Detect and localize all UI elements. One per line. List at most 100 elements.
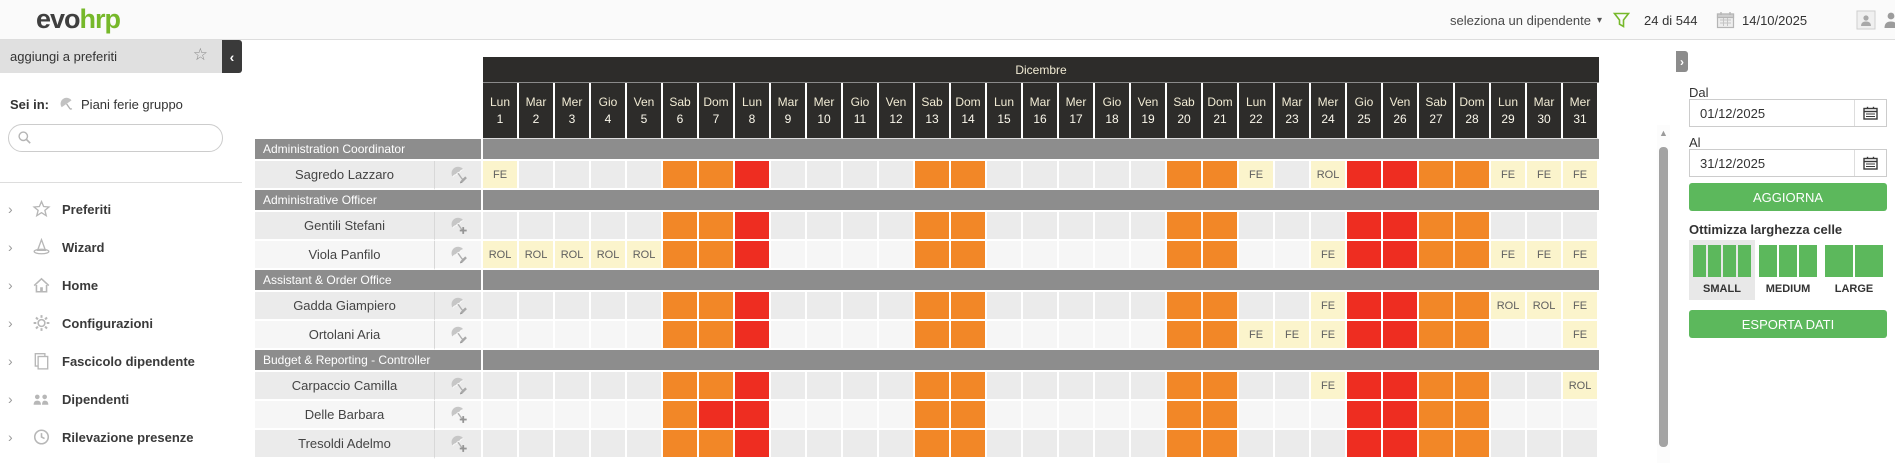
day-cell[interactable] <box>1203 161 1239 190</box>
day-cell[interactable] <box>771 292 807 321</box>
day-cell[interactable]: FE <box>1239 161 1275 190</box>
day-cell[interactable] <box>1383 430 1419 459</box>
day-cell[interactable] <box>1023 292 1059 321</box>
day-cell[interactable] <box>1455 212 1491 241</box>
day-cell[interactable] <box>1239 430 1275 459</box>
day-cell[interactable] <box>987 372 1023 401</box>
day-cell[interactable] <box>519 430 555 459</box>
day-cell[interactable] <box>807 212 843 241</box>
day-cell[interactable]: ROL <box>519 241 555 270</box>
day-cell[interactable] <box>663 401 699 430</box>
day-cell[interactable] <box>627 212 663 241</box>
day-cell[interactable] <box>1275 292 1311 321</box>
day-cell[interactable] <box>1275 161 1311 190</box>
day-cell[interactable] <box>1023 372 1059 401</box>
day-cell[interactable] <box>1275 401 1311 430</box>
day-cell[interactable] <box>555 161 591 190</box>
day-cell[interactable] <box>1095 161 1131 190</box>
day-cell[interactable] <box>1347 321 1383 350</box>
day-cell[interactable] <box>843 161 879 190</box>
sidebar-item-home[interactable]: › Home <box>0 266 242 304</box>
day-cell[interactable] <box>843 430 879 459</box>
day-cell[interactable] <box>1419 321 1455 350</box>
day-cell[interactable] <box>807 430 843 459</box>
day-cell[interactable] <box>1023 321 1059 350</box>
day-cell[interactable] <box>1527 401 1563 430</box>
day-cell[interactable] <box>1275 212 1311 241</box>
day-cell[interactable] <box>483 321 519 350</box>
day-cell[interactable] <box>987 430 1023 459</box>
day-cell[interactable] <box>807 372 843 401</box>
day-cell[interactable] <box>807 321 843 350</box>
star-outline-icon[interactable]: ☆ <box>192 45 208 64</box>
day-cell[interactable] <box>987 292 1023 321</box>
day-cell[interactable]: FE <box>1275 321 1311 350</box>
day-cell[interactable] <box>1347 212 1383 241</box>
day-cell[interactable]: ROL <box>1491 292 1527 321</box>
umbrella-edit-icon[interactable] <box>435 241 483 270</box>
day-cell[interactable] <box>1095 241 1131 270</box>
cell-width-option-small[interactable]: SMALL <box>1689 240 1755 300</box>
day-cell[interactable] <box>1419 430 1455 459</box>
day-cell[interactable] <box>663 321 699 350</box>
calendar-icon[interactable] <box>1716 0 1735 40</box>
day-cell[interactable] <box>951 372 987 401</box>
esporta-dati-button[interactable]: ESPORTA DATI <box>1689 310 1887 338</box>
day-cell[interactable] <box>591 401 627 430</box>
day-cell[interactable] <box>951 241 987 270</box>
day-cell[interactable] <box>1059 321 1095 350</box>
day-cell[interactable] <box>915 241 951 270</box>
day-cell[interactable] <box>663 161 699 190</box>
day-cell[interactable] <box>1419 161 1455 190</box>
day-cell[interactable] <box>1419 372 1455 401</box>
day-cell[interactable] <box>1203 401 1239 430</box>
day-cell[interactable] <box>591 292 627 321</box>
day-cell[interactable] <box>519 161 555 190</box>
day-cell[interactable] <box>1131 292 1167 321</box>
day-cell[interactable] <box>1455 241 1491 270</box>
cell-width-option-large[interactable]: LARGE <box>1821 240 1887 300</box>
day-cell[interactable] <box>843 292 879 321</box>
day-cell[interactable] <box>1383 292 1419 321</box>
day-cell[interactable]: ROL <box>1311 161 1347 190</box>
day-cell[interactable] <box>987 401 1023 430</box>
umbrella-add-icon[interactable] <box>435 401 483 430</box>
sidebar-item-configurazioni[interactable]: › Configurazioni <box>0 304 242 342</box>
add-to-favorites-bar[interactable]: aggiungi a preferiti ☆ <box>0 40 222 73</box>
day-cell[interactable]: ROL <box>555 241 591 270</box>
umbrella-edit-icon[interactable] <box>435 321 483 350</box>
umbrella-add-icon[interactable] <box>435 212 483 241</box>
day-cell[interactable] <box>1239 401 1275 430</box>
day-cell[interactable] <box>1383 401 1419 430</box>
day-cell[interactable] <box>843 321 879 350</box>
day-cell[interactable] <box>735 292 771 321</box>
day-cell[interactable] <box>1455 321 1491 350</box>
day-cell[interactable] <box>1455 430 1491 459</box>
day-cell[interactable] <box>879 372 915 401</box>
day-cell[interactable] <box>519 212 555 241</box>
day-cell[interactable] <box>1419 212 1455 241</box>
day-cell[interactable] <box>627 321 663 350</box>
day-cell[interactable] <box>1527 372 1563 401</box>
day-cell[interactable] <box>1347 372 1383 401</box>
day-cell[interactable] <box>663 212 699 241</box>
day-cell[interactable] <box>735 372 771 401</box>
chevron-right-icon[interactable]: › <box>8 315 13 331</box>
day-cell[interactable] <box>771 430 807 459</box>
day-cell[interactable] <box>1527 430 1563 459</box>
day-cell[interactable] <box>483 430 519 459</box>
day-cell[interactable] <box>1527 321 1563 350</box>
user-icon[interactable] <box>1882 0 1895 40</box>
day-cell[interactable]: FE <box>1527 161 1563 190</box>
day-cell[interactable]: ROL <box>1527 292 1563 321</box>
day-cell[interactable] <box>987 161 1023 190</box>
day-cell[interactable]: FE <box>1491 241 1527 270</box>
day-cell[interactable] <box>951 321 987 350</box>
day-cell[interactable] <box>1491 321 1527 350</box>
chevron-right-icon[interactable]: › <box>8 239 13 255</box>
day-cell[interactable] <box>879 401 915 430</box>
day-cell[interactable] <box>1455 372 1491 401</box>
day-cell[interactable] <box>1455 292 1491 321</box>
day-cell[interactable] <box>843 212 879 241</box>
day-cell[interactable] <box>1491 401 1527 430</box>
